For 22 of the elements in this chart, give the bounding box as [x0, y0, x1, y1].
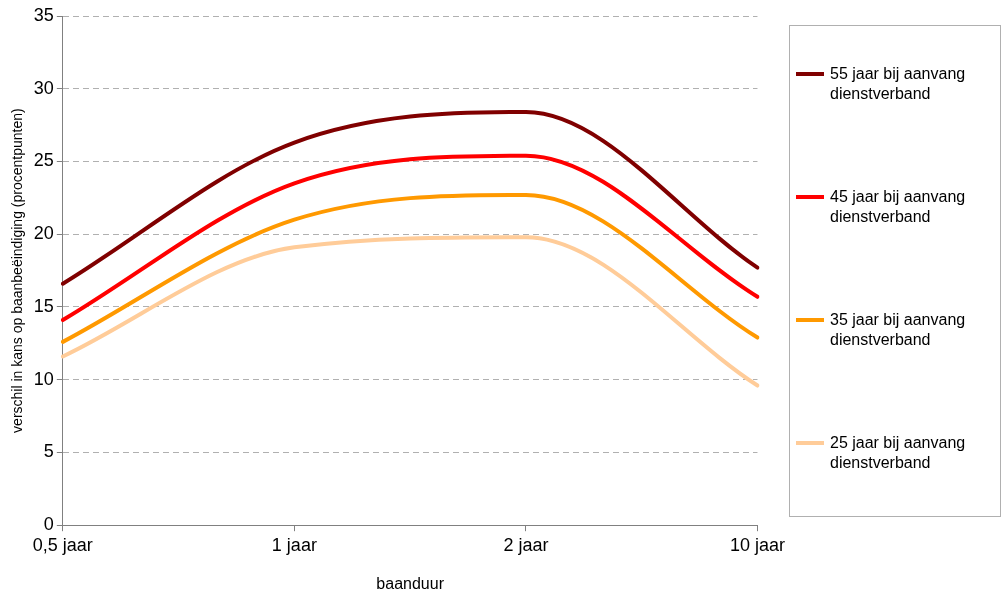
y-tick-label: 35	[33, 4, 54, 25]
legend-label: 35 jaar bij aanvang dienstverband	[830, 310, 967, 350]
line-series	[60, 110, 760, 286]
line-series	[60, 192, 760, 344]
y-tick-label: 15	[33, 295, 54, 316]
line-series	[60, 153, 760, 323]
legend-label: 45 jaar bij aanvang dienstverband	[830, 187, 967, 227]
y-tick-label: 5	[43, 441, 54, 462]
x-tick-label: 10 jaar	[729, 534, 785, 555]
x-tick-label: 1 jaar	[271, 534, 317, 555]
legend-label: 55 jaar bij aanvang dienstverband	[830, 64, 967, 104]
x-tick-label: 2 jaar	[503, 534, 549, 555]
y-tick-label: 20	[33, 223, 54, 244]
y-tick-label: 30	[33, 77, 54, 98]
x-tick-label: 0,5 jaar	[32, 534, 93, 555]
y-axis-title: verschil in kans op baanbeëindiging (procentpunten)	[9, 108, 26, 433]
legend-label: 25 jaar bij aanvang dienstverband	[830, 433, 967, 473]
y-tick-label: 0	[43, 514, 54, 535]
line-series	[60, 235, 760, 388]
y-tick-label: 25	[33, 150, 54, 171]
y-tick-label: 10	[33, 368, 54, 389]
x-axis-title: baanduur	[376, 574, 445, 592]
